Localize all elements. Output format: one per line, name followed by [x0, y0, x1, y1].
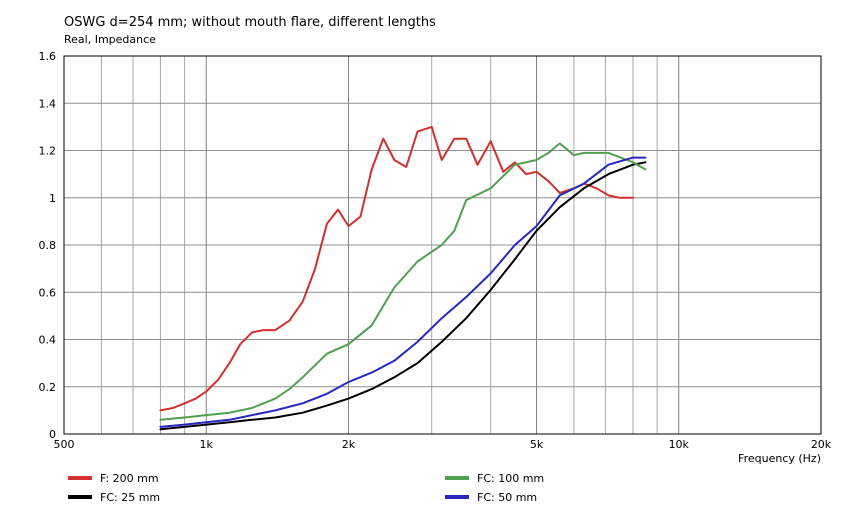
- y-tick-label: 0.2: [39, 381, 57, 394]
- legend-swatch-fc-100-mm: [445, 476, 469, 480]
- chart-title: OSWG d=254 mm; without mouth flare, diff…: [64, 15, 436, 30]
- plot-border: [63, 55, 822, 435]
- legend-swatch-f-200-mm: [68, 476, 92, 480]
- legend: F: 200 mm FC: 25 mm FC: 100 mm FC: 50 mm: [68, 472, 544, 504]
- x-tick-label: 500: [54, 438, 75, 451]
- x-tick-label: 10k: [669, 438, 690, 451]
- y-tick-label: 0: [49, 428, 56, 441]
- y-tick-label: 1.6: [39, 50, 57, 63]
- y-tick-label: 0.6: [39, 286, 57, 299]
- series-line-fc-50-mm: [159, 156, 647, 428]
- x-tick-labels: 500 1k 2k 5k 10k 20k: [54, 438, 832, 451]
- x-tick-label: 2k: [342, 438, 356, 451]
- legend-swatch-fc-50-mm: [445, 495, 469, 499]
- y-tick-label: 0.4: [39, 334, 57, 347]
- y-tick-labels: 0 0.2 0.4 0.6 0.8 1 1.2 1.4 1.6: [39, 50, 57, 441]
- series-line-f-200-mm: [159, 125, 634, 412]
- x-tick-label: 20k: [811, 438, 832, 451]
- legend-label-fc-25-mm: FC: 25 mm: [100, 491, 160, 504]
- series-line-fc-25-mm: [159, 161, 647, 431]
- x-tick-label: 5k: [530, 438, 544, 451]
- legend-label-f-200-mm: F: 200 mm: [100, 472, 159, 485]
- x-tick-label: 1k: [200, 438, 214, 451]
- legend-label-fc-100-mm: FC: 100 mm: [477, 472, 544, 485]
- y-tick-label: 1.2: [39, 145, 57, 158]
- legend-swatch-fc-25-mm: [68, 495, 92, 499]
- y-tick-label: 0.8: [39, 239, 57, 252]
- chart-subtitle: Real, Impedance: [64, 33, 156, 46]
- y-tick-label: 1.4: [39, 97, 57, 110]
- series-line-fc-100-mm: [159, 142, 647, 421]
- legend-label-fc-50-mm: FC: 50 mm: [477, 491, 537, 504]
- y-tick-label: 1: [49, 192, 56, 205]
- x-axis-label: Frequency (Hz): [738, 452, 821, 465]
- series-layer: [159, 125, 647, 431]
